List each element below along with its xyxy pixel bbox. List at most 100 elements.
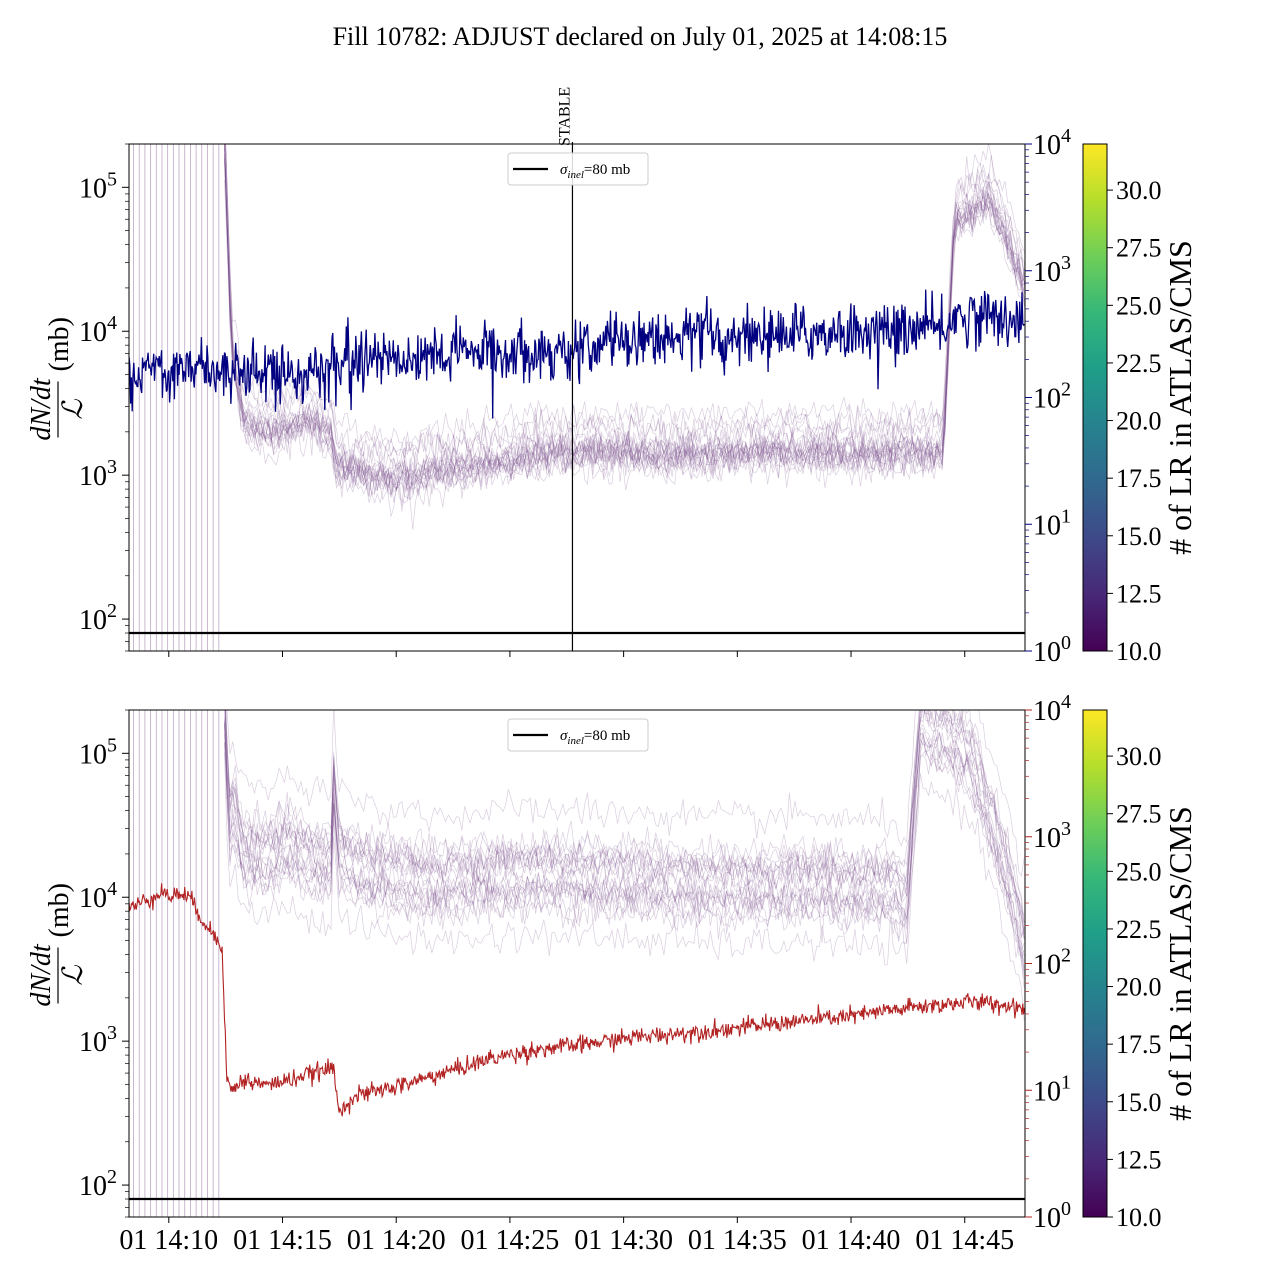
left-tick-label-1e4: 104	[79, 312, 117, 348]
bundle-line-2	[224, 144, 1025, 492]
colorbar-tick-label-0: 10.0	[1116, 637, 1162, 666]
bundle-line-0	[224, 144, 1025, 497]
bundle-line-11	[224, 157, 1025, 504]
bundle-line-17	[224, 733, 1025, 972]
left-tick-label-1e3: 103	[79, 1022, 117, 1058]
right-tick-label-1e0: 100	[1033, 1198, 1071, 1234]
left-tick-label-1e3: 103	[79, 456, 117, 492]
right-axis-series	[129, 289, 1025, 419]
colorbar-tick-label-1: 12.5	[1116, 1145, 1162, 1174]
bundle-line-12	[224, 710, 1025, 940]
right-tick-label-1e2: 102	[1033, 379, 1071, 415]
bundle-line-7	[224, 723, 1025, 975]
bundle-line-17	[224, 144, 1025, 503]
bundle-line-4	[224, 157, 1025, 507]
bundle-line-6	[224, 710, 1025, 918]
bundle-line-7	[224, 154, 1025, 498]
x-tick-label-7: 01 14:45	[915, 1225, 1014, 1256]
bundle-line-16	[225, 144, 1025, 465]
colorbar-tick-label-8: 30.0	[1116, 742, 1162, 771]
bundle-line-5	[224, 154, 1025, 491]
right-tick-label-1e4: 104	[1033, 125, 1071, 161]
bundle-line-3	[224, 179, 1025, 530]
bundle-line-8	[224, 144, 1025, 490]
right-tick-label-1e2: 102	[1033, 945, 1071, 981]
right-tick-label-1e1: 101	[1033, 505, 1071, 541]
bundle-line-10	[225, 144, 1025, 460]
left-tick-label-1e2: 102	[79, 1166, 117, 1202]
colorbar-tick-label-6: 25.0	[1116, 857, 1162, 886]
colorbar-tick-label-5: 22.5	[1116, 349, 1162, 378]
x-tick-label-3: 01 14:25	[461, 1225, 560, 1256]
bundle-line-8	[224, 740, 1025, 979]
plot-area	[129, 144, 1025, 651]
bundle-line-20	[224, 161, 1025, 495]
x-tick-label-1: 01 14:15	[233, 1225, 332, 1256]
top-panel: STABLE 102 103 104 105 100 101 102 103 104 dN/dt ℒ (…	[26, 87, 1071, 668]
bundle-line-16	[224, 720, 1025, 959]
y-axis-label: dN/dt ℒ (mb)	[26, 317, 89, 441]
right-tick-label-1e1: 101	[1033, 1071, 1071, 1107]
bundle-line-10	[224, 710, 1025, 930]
bundle-line-9	[224, 710, 1025, 924]
legend: σinel=80 mb	[507, 718, 649, 752]
colorbar-tick-label-5: 22.5	[1116, 915, 1162, 944]
bundle-line-9	[224, 144, 1025, 493]
right-tick-label-1e4: 104	[1033, 691, 1071, 727]
legend: σinel=80 mb	[507, 152, 649, 186]
bundle-line-1	[224, 158, 1025, 500]
bundle-line-4	[225, 710, 1025, 923]
right-tick-label-1e0: 100	[1033, 632, 1071, 668]
bundle-line-0	[224, 710, 1025, 937]
colorbar-label: # of LR in ATLAS/CMS	[1162, 806, 1198, 1121]
left-tick-label-1e5: 105	[79, 734, 117, 770]
colorbar-tick-label-4: 20.0	[1116, 973, 1162, 1002]
y-label-unit: (mb)	[44, 883, 75, 937]
right-tick-label-1e3: 103	[1033, 252, 1071, 288]
bundle-line-15	[224, 144, 1025, 482]
legend-label: σinel=80 mb	[560, 728, 630, 747]
bottom-colorbar: 10.0 12.5 15.0 17.5 20.0 22.5 25.0 27.5 30.0 # of…	[1082, 709, 1198, 1232]
colorbar-label: # of LR in ATLAS/CMS	[1162, 240, 1198, 555]
bundle-line-1	[225, 710, 1025, 934]
y-label-denominator: ℒ	[58, 399, 89, 420]
axes-frame	[128, 143, 1026, 652]
bundle-line-18	[224, 144, 1025, 489]
bottom-panel: 102 103 104 105 100 101 102 103 104 01 14:10 01 14…	[26, 691, 1071, 1256]
bundle-line-13	[224, 149, 1025, 495]
y-label-numerator: dN/dt	[26, 377, 57, 440]
x-tick-label-0: 01 14:10	[119, 1225, 218, 1256]
bundle-line-19	[224, 144, 1025, 494]
bundle-line-20	[225, 710, 1025, 938]
bundle-line-5	[224, 722, 1025, 968]
left-tick-label-1e4: 104	[79, 878, 117, 914]
right-axis-series	[129, 883, 1025, 1117]
bundle-line-21	[224, 742, 1025, 988]
figure-title: Fill 10782: ADJUST declared on July 01, …	[333, 22, 948, 51]
bundle-line-11	[224, 710, 1025, 939]
colorbar-tick-label-4: 20.0	[1116, 407, 1162, 436]
x-tick-label-2: 01 14:20	[347, 1225, 446, 1256]
colorbar-tick-label-1: 12.5	[1116, 579, 1162, 608]
bundle-line-2	[224, 724, 1025, 962]
bundle-line-12	[225, 144, 1025, 479]
bundle-line-18	[224, 726, 1025, 951]
colorbar-tick-label-3: 17.5	[1116, 1030, 1162, 1059]
bundle-line-3	[224, 720, 1025, 957]
top-colorbar: 10.0 12.5 15.0 17.5 20.0 22.5 25.0 27.5 30.0 # of…	[1082, 143, 1198, 666]
colorbar-gradient	[1082, 143, 1108, 652]
right-tick-label-1e3: 103	[1033, 818, 1071, 854]
colorbar-tick-label-2: 15.0	[1116, 522, 1162, 551]
bundle-line-21	[224, 146, 1025, 500]
bundle-line-14	[224, 710, 1025, 940]
y-label-numerator: dN/dt	[26, 943, 57, 1006]
bundle-line-6	[224, 146, 1025, 496]
plot-area	[129, 710, 1025, 1217]
colorbar-tick-label-2: 15.0	[1116, 1088, 1162, 1117]
bundle-line-14	[225, 144, 1025, 461]
bundle-line-15	[226, 710, 1025, 877]
colorbar-tick-label-3: 17.5	[1116, 464, 1162, 493]
legend-label: σinel=80 mb	[560, 162, 630, 181]
y-axis-label: dN/dt ℒ (mb)	[26, 883, 89, 1007]
